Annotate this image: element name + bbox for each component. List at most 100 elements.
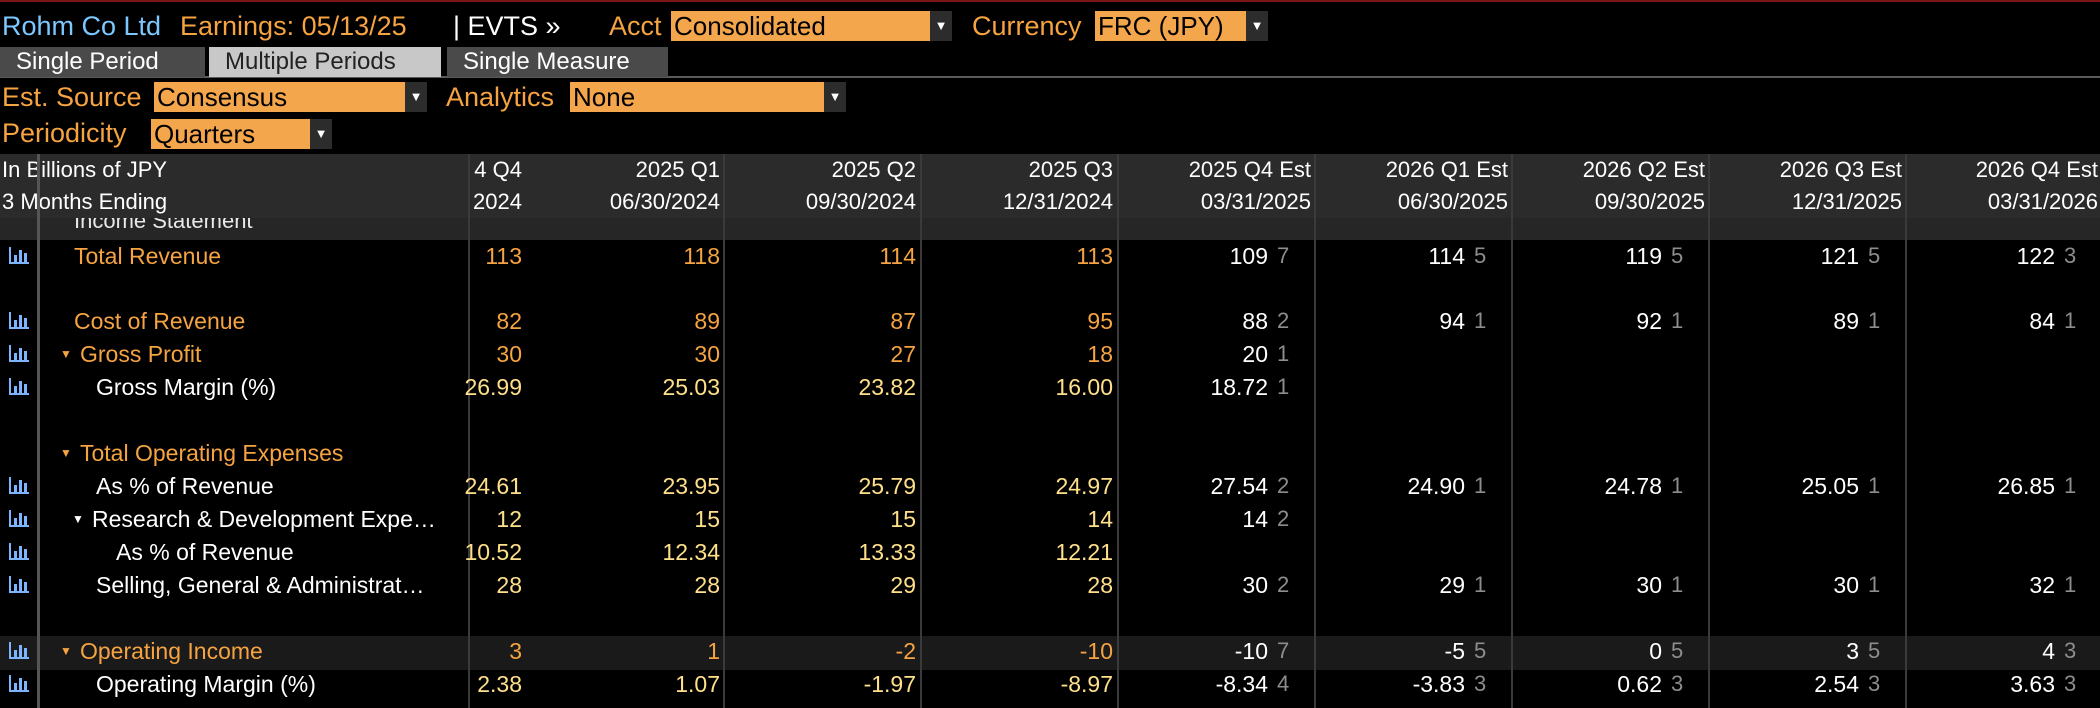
bar-chart-icon[interactable] bbox=[8, 542, 30, 562]
estimate-count: 1 bbox=[1474, 473, 1487, 498]
column-header[interactable]: 2026 Q3 Est bbox=[1779, 157, 1902, 182]
table-cell: 24.78 bbox=[1604, 473, 1662, 499]
estimate-count: 7 bbox=[1277, 243, 1290, 268]
bar-chart-icon[interactable] bbox=[8, 641, 30, 661]
bar-chart-icon[interactable] bbox=[8, 344, 30, 364]
row-label[interactable]: Operating Margin (%) bbox=[96, 671, 316, 697]
column-divider bbox=[1511, 154, 1513, 708]
estimate-count: 1 bbox=[1868, 308, 1881, 333]
earnings-date[interactable]: Earnings: 05/13/25 bbox=[180, 11, 407, 41]
estimate-count: 1 bbox=[1671, 308, 1684, 333]
operating-income-band bbox=[0, 636, 2100, 670]
column-header[interactable]: 2026 Q1 Est bbox=[1385, 157, 1508, 182]
table-cell: 23.82 bbox=[858, 374, 916, 400]
est-source-value: Consensus bbox=[157, 82, 288, 112]
column-date: 03/31/2026 bbox=[1987, 189, 2098, 214]
estimate-count: 3 bbox=[1868, 671, 1881, 696]
column-date: 06/30/2025 bbox=[1397, 189, 1508, 214]
bar-chart-icon[interactable] bbox=[8, 246, 30, 266]
chevron-down-icon[interactable]: ▼ bbox=[824, 82, 846, 112]
tab-multiple-periods[interactable]: Multiple Periods bbox=[209, 47, 441, 77]
row-label[interactable]: Research & Development Expe… bbox=[92, 506, 436, 532]
row-label[interactable]: Gross Profit bbox=[80, 341, 202, 367]
column-header[interactable]: 2026 Q4 Est bbox=[1975, 157, 2098, 182]
column-header[interactable]: 4 Q4 bbox=[474, 157, 522, 182]
row-label[interactable]: Total Revenue bbox=[74, 243, 222, 269]
tab-single-period[interactable]: Single Period bbox=[0, 47, 205, 77]
table-cell: 1.07 bbox=[675, 671, 720, 697]
bar-chart-icon[interactable] bbox=[8, 509, 30, 529]
chevron-down-icon[interactable]: ▼ bbox=[405, 82, 427, 112]
table-cell: 29 bbox=[890, 572, 916, 598]
column-header[interactable]: 2025 Q3 bbox=[1028, 157, 1113, 182]
date-header-row bbox=[0, 186, 2100, 218]
bar-chart-icon[interactable] bbox=[8, 311, 30, 331]
row-label[interactable]: As % of Revenue bbox=[116, 539, 294, 565]
estimate-count: 1 bbox=[1671, 572, 1684, 597]
company-name[interactable]: Rohm Co Ltd bbox=[2, 11, 162, 41]
table-cell: 14 bbox=[1087, 506, 1113, 532]
column-header[interactable]: 2025 Q1 bbox=[635, 157, 720, 182]
table-cell: 15 bbox=[890, 506, 916, 532]
analytics-label: Analytics bbox=[446, 82, 555, 112]
table-cell: 18.72 bbox=[1210, 374, 1268, 400]
table-cell: 92 bbox=[1636, 308, 1662, 334]
table-cell: 10.52 bbox=[464, 539, 522, 565]
bar-chart-icon[interactable] bbox=[8, 674, 30, 694]
currency-label: Currency bbox=[972, 11, 1082, 41]
chevron-down-icon[interactable]: ▼ bbox=[930, 11, 952, 41]
table-cell: 82 bbox=[496, 308, 522, 334]
chevron-down-icon[interactable]: ▼ bbox=[310, 119, 332, 149]
est-source-dropdown[interactable]: Consensus ▼ bbox=[154, 82, 427, 112]
triangle-down-icon[interactable]: ▼ bbox=[60, 644, 72, 658]
estimate-count: 3 bbox=[1671, 671, 1684, 696]
table-cell: 30 bbox=[496, 341, 522, 367]
estimate-count: 3 bbox=[1474, 671, 1487, 696]
section-band bbox=[0, 218, 2100, 240]
table-cell: 119 bbox=[1625, 243, 1662, 269]
chevron-down-icon[interactable]: ▼ bbox=[1246, 11, 1268, 41]
column-date: 03/31/2025 bbox=[1200, 189, 1311, 214]
table-cell: 29 bbox=[1439, 572, 1465, 598]
periodicity-dropdown[interactable]: Quarters ▼ bbox=[151, 119, 332, 149]
section-income-statement: Income Statement bbox=[74, 208, 253, 233]
bar-chart-icon[interactable] bbox=[8, 575, 30, 595]
est-source-label: Est. Source bbox=[2, 82, 142, 112]
column-header[interactable]: 2025 Q2 bbox=[831, 157, 916, 182]
table-cell: 121 bbox=[1820, 243, 1859, 269]
evts-link[interactable]: | EVTS » bbox=[453, 11, 561, 41]
row-label[interactable]: Operating Income bbox=[80, 638, 263, 664]
estimate-count: 5 bbox=[1671, 243, 1684, 268]
column-header[interactable]: 2026 Q2 Est bbox=[1582, 157, 1705, 182]
period-label: 3 Months Ending bbox=[2, 189, 168, 214]
table-cell: 114 bbox=[1428, 243, 1465, 269]
row-label[interactable]: Selling, General & Administrat… bbox=[96, 572, 425, 598]
table-cell: 122 bbox=[2016, 243, 2055, 269]
acct-dropdown[interactable]: Consolidated ▼ bbox=[671, 11, 952, 41]
currency-dropdown[interactable]: FRC (JPY) ▼ bbox=[1095, 11, 1268, 41]
analytics-dropdown[interactable]: None ▼ bbox=[570, 82, 846, 112]
triangle-down-icon[interactable]: ▼ bbox=[72, 512, 84, 526]
column-date: 12/31/2024 bbox=[1002, 189, 1113, 214]
row-label[interactable]: As % of Revenue bbox=[96, 473, 274, 499]
row-label[interactable]: Cost of Revenue bbox=[74, 308, 246, 334]
tab-single-measure[interactable]: Single Measure bbox=[447, 47, 668, 77]
triangle-down-icon[interactable]: ▼ bbox=[60, 446, 72, 460]
table-cell: 28 bbox=[496, 572, 522, 598]
acct-value: Consolidated bbox=[674, 11, 826, 41]
column-header[interactable]: 2025 Q4 Est bbox=[1188, 157, 1311, 182]
table-cell: 89 bbox=[694, 308, 720, 334]
row-label[interactable]: Total Operating Expenses bbox=[80, 440, 344, 466]
bar-chart-icon[interactable] bbox=[8, 476, 30, 496]
table-cell: 95 bbox=[1087, 308, 1113, 334]
table-cell: -2 bbox=[895, 638, 916, 664]
table-cell: 14 bbox=[1242, 506, 1268, 532]
triangle-down-icon[interactable]: ▼ bbox=[60, 347, 72, 361]
table-cell: 30 bbox=[1636, 572, 1662, 598]
row-label[interactable]: Gross Margin (%) bbox=[96, 374, 277, 400]
bar-chart-icon[interactable] bbox=[8, 377, 30, 397]
table-cell: 1 bbox=[707, 638, 720, 664]
units-label: In Billions of JPY bbox=[2, 157, 168, 182]
estimate-count: 5 bbox=[1671, 638, 1684, 663]
table-cell: 3 bbox=[509, 638, 522, 664]
